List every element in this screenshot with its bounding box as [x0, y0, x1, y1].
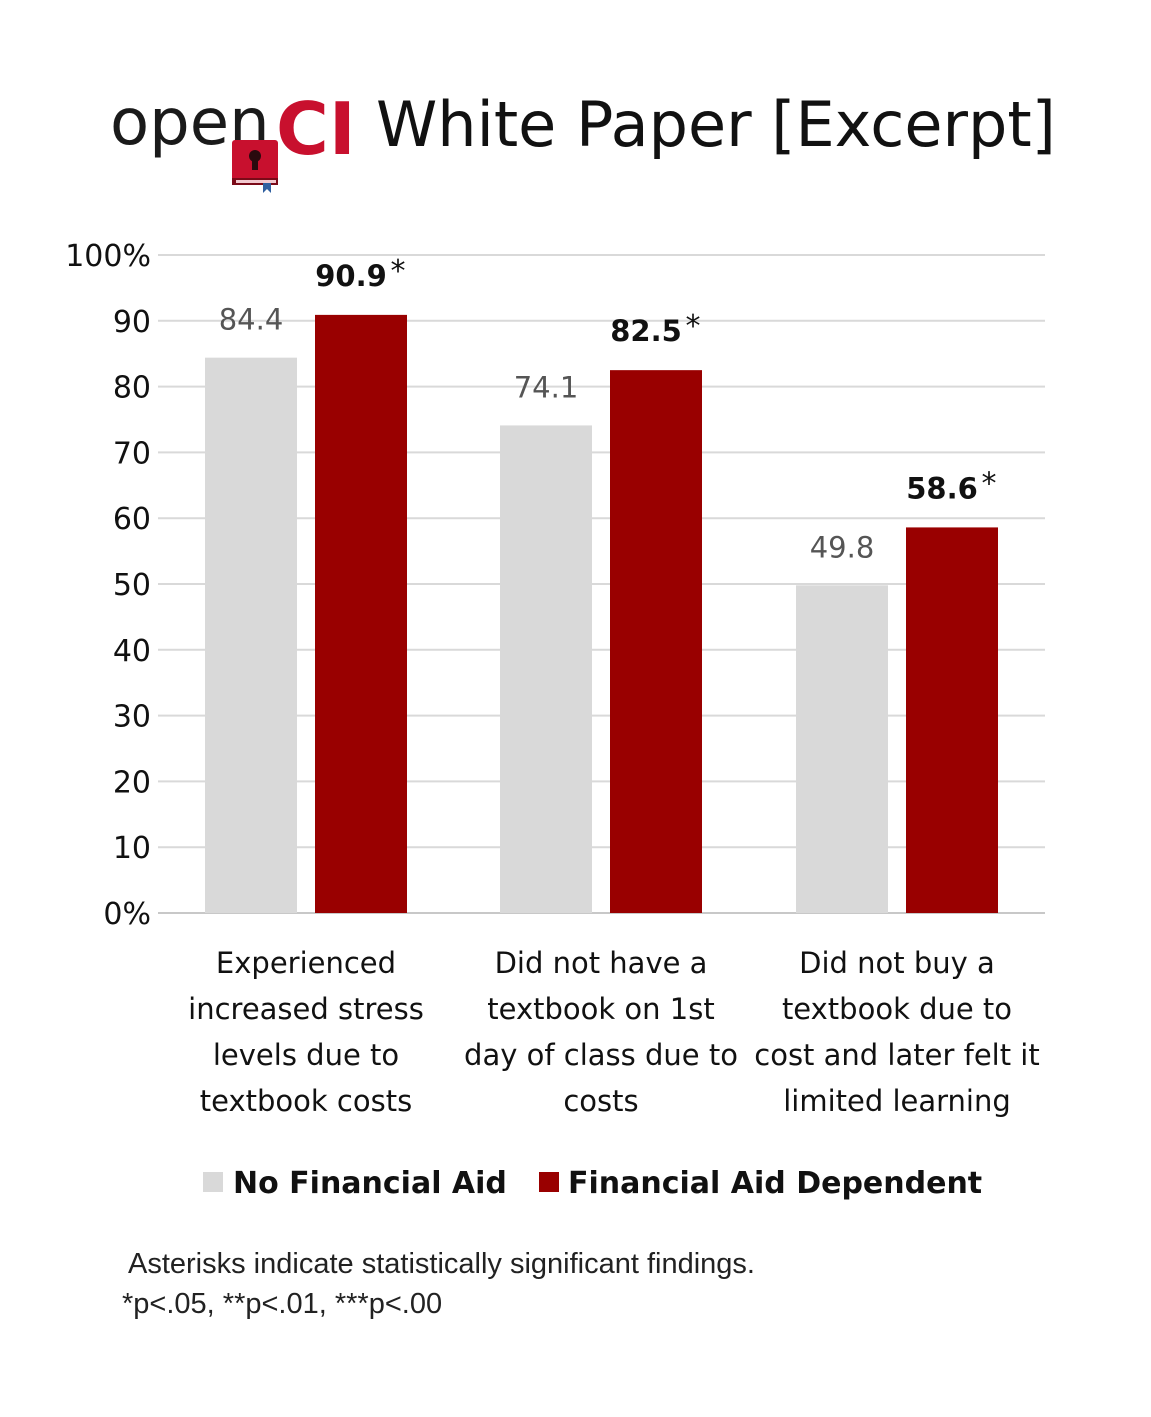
category-label: costs: [563, 1084, 638, 1118]
y-axis-ticks: 0% 10 20 30 40 50 60 70 80 90 100%: [65, 239, 151, 932]
category-label: textbook costs: [200, 1084, 412, 1118]
category-label: day of class due to: [464, 1038, 738, 1072]
y-tick-label: 0%: [103, 897, 151, 932]
y-tick-label: 70: [113, 436, 151, 471]
y-tick-label: 40: [113, 634, 151, 669]
data-label-financial-aid-dependent: 90.9: [315, 259, 387, 293]
category-label: textbook due to: [782, 992, 1012, 1026]
bar-no-financial-aid: [205, 357, 297, 913]
legend-financial-aid-dependent-label: Financial Aid Dependent: [568, 1166, 982, 1201]
y-tick-label: 60: [113, 502, 151, 537]
category-label: levels due to: [213, 1038, 399, 1072]
bar-financial-aid-dependent: [610, 370, 702, 913]
legend-no-financial-aid-swatch: [203, 1172, 223, 1192]
category-label: increased stress: [188, 992, 424, 1026]
category-label: cost and later felt it: [754, 1038, 1039, 1072]
gridlines: [158, 254, 1045, 914]
category-label: Experienced: [216, 946, 396, 980]
y-tick-label: 10: [113, 831, 151, 866]
legend-no-financial-aid-label: No Financial Aid: [233, 1166, 507, 1201]
bar-financial-aid-dependent: [315, 314, 407, 913]
data-label-no-financial-aid: 74.1: [514, 370, 579, 404]
y-tick-label: 20: [113, 765, 151, 800]
data-label-financial-aid-dependent: 58.6: [906, 471, 978, 505]
footnotes: Asterisks indicate statistically signifi…: [122, 1248, 755, 1320]
category-label: limited learning: [783, 1084, 1011, 1118]
category-label: Did not have a: [495, 946, 708, 980]
logo-ci-text: CI: [276, 87, 356, 171]
significance-note: Asterisks indicate statistically signifi…: [128, 1248, 755, 1280]
bar-no-financial-aid: [796, 585, 888, 913]
bar-financial-aid-dependent: [906, 527, 998, 913]
data-labels: 84.474.149.890.9 *82.5 *58.6 *: [219, 254, 997, 564]
y-tick-label: 30: [113, 700, 151, 735]
category-label: textbook on 1st: [487, 992, 714, 1026]
significance-asterisk: *: [686, 309, 701, 344]
category-label: Did not buy a: [799, 946, 995, 980]
data-label-financial-aid-dependent: 82.5: [610, 314, 682, 348]
data-label-no-financial-aid: 49.8: [810, 530, 875, 564]
bars: [205, 314, 998, 913]
legend: No Financial Aid Financial Aid Dependent: [203, 1166, 982, 1201]
y-tick-label: 100%: [65, 239, 151, 274]
header: open CI White Paper [Excerpt]: [110, 86, 1056, 193]
p-value-note: *p<.05, **p<.01, ***p<.00: [122, 1288, 442, 1320]
legend-financial-aid-dependent-swatch: [539, 1172, 559, 1192]
y-tick-label: 80: [113, 371, 151, 406]
bar-no-financial-aid: [500, 425, 592, 913]
book-lock-icon: [232, 140, 278, 193]
significance-asterisk: *: [391, 254, 406, 289]
y-tick-label: 90: [113, 305, 151, 340]
page-title: White Paper [Excerpt]: [376, 88, 1056, 161]
y-tick-label: 50: [113, 568, 151, 603]
significance-asterisk: *: [982, 466, 997, 501]
data-label-no-financial-aid: 84.4: [219, 303, 284, 337]
category-labels: Experienced increased stress levels due to…: [188, 946, 1040, 1118]
